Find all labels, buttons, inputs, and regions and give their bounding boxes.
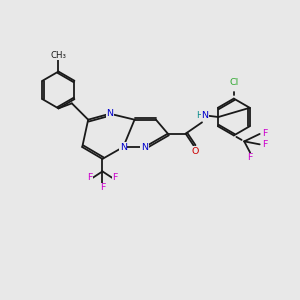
Text: N: N — [120, 142, 127, 152]
Text: F: F — [112, 173, 118, 182]
Text: Cl: Cl — [229, 78, 239, 87]
Text: CH₃: CH₃ — [50, 51, 67, 60]
Text: H: H — [196, 111, 202, 120]
Text: F: F — [262, 140, 267, 149]
Text: N: N — [141, 142, 148, 152]
Text: F: F — [100, 183, 105, 192]
Text: F: F — [248, 153, 253, 162]
Text: N: N — [106, 109, 113, 118]
Text: O: O — [192, 147, 199, 156]
Text: N: N — [202, 111, 208, 120]
Text: F: F — [87, 173, 93, 182]
Text: F: F — [262, 129, 267, 138]
